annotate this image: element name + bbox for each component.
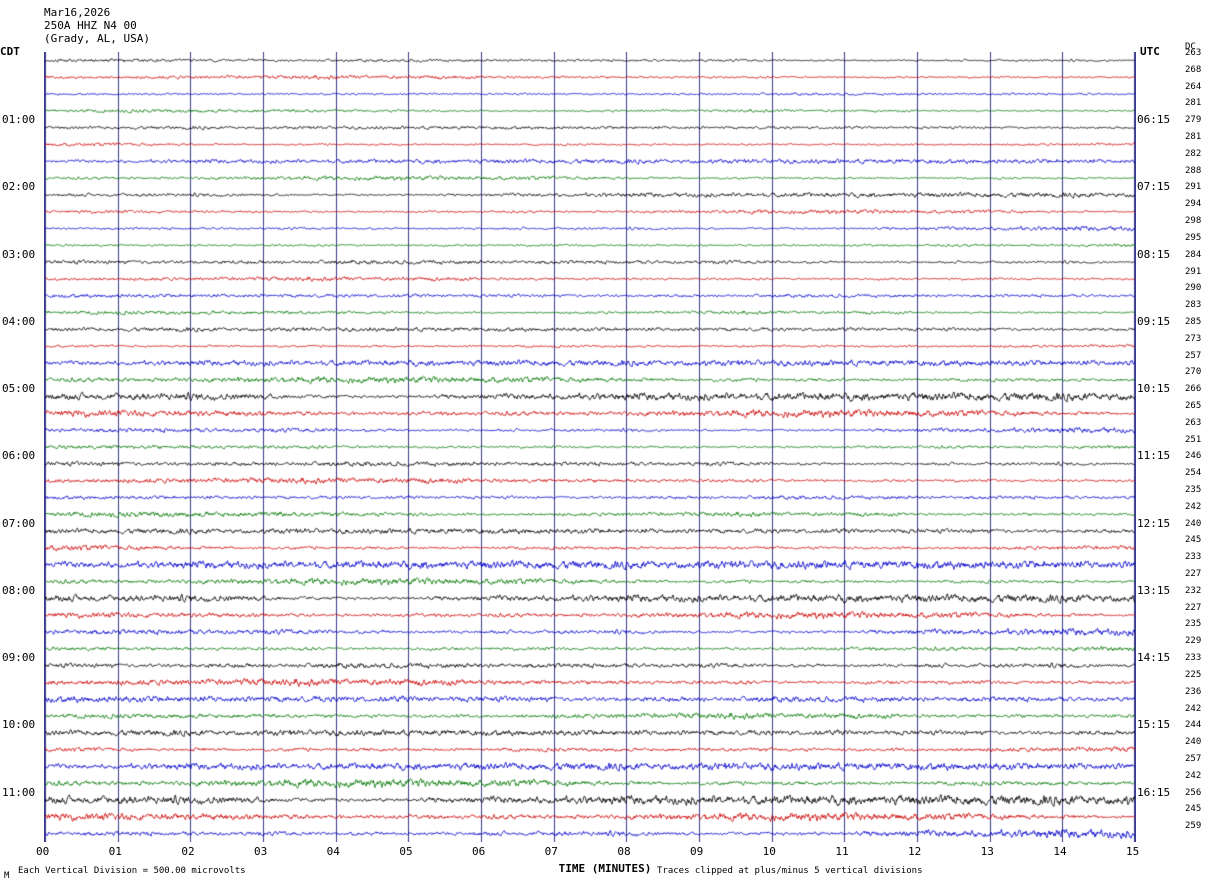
left-time-label: 09:00 xyxy=(2,651,36,665)
right-time-label: 10:15 xyxy=(1137,382,1171,396)
right-time-label: 12:15 xyxy=(1137,516,1171,530)
x-tick-label: 12 xyxy=(908,845,922,858)
left-time-label: 04:00 xyxy=(2,314,36,328)
dc-value: 291 xyxy=(1185,266,1202,277)
right-time-label: 07:15 xyxy=(1137,180,1171,194)
dc-value: 257 xyxy=(1185,350,1202,361)
clip-note: Traces clipped at plus/minus 5 vertical … xyxy=(657,866,923,876)
seismogram-plot xyxy=(44,52,1136,842)
dc-value: 246 xyxy=(1185,451,1202,462)
dc-value: 227 xyxy=(1185,569,1202,580)
dc-value: 235 xyxy=(1185,485,1202,496)
right-time-label: 13:15 xyxy=(1137,583,1171,597)
dc-value: 225 xyxy=(1185,669,1202,680)
dc-value: 254 xyxy=(1185,468,1202,479)
left-time-label: 03:00 xyxy=(2,247,36,261)
scale-note: Each Vertical Division = 500.00 microvol… xyxy=(18,866,246,876)
header-block: Mar16,2026 250A HHZ N4 00 (Grady, AL, US… xyxy=(44,6,150,45)
header-location: (Grady, AL, USA) xyxy=(44,32,150,45)
right-time-label: 09:15 xyxy=(1137,314,1171,328)
x-tick-label: 08 xyxy=(617,845,631,858)
dc-value: 268 xyxy=(1185,64,1202,75)
right-time-label: 08:15 xyxy=(1137,247,1171,261)
x-tick-label: 01 xyxy=(108,845,122,858)
dc-value: 264 xyxy=(1185,81,1202,92)
left-time-label: 01:00 xyxy=(2,113,36,127)
x-tick-label: 10 xyxy=(762,845,776,858)
dc-value: 273 xyxy=(1185,333,1202,344)
dc-value: 279 xyxy=(1185,115,1202,126)
left-time-label: 11:00 xyxy=(2,785,36,799)
left-time-label: 06:00 xyxy=(2,449,36,463)
x-tick-label: 02 xyxy=(181,845,195,858)
dc-value: 284 xyxy=(1185,249,1202,260)
left-time-label: 10:00 xyxy=(2,718,36,732)
dc-value: 281 xyxy=(1185,98,1202,109)
x-tick-label: 09 xyxy=(690,845,704,858)
dc-value: 263 xyxy=(1185,417,1202,428)
dc-value: 257 xyxy=(1185,753,1202,764)
dc-value: 295 xyxy=(1185,232,1202,243)
x-tick-label: 07 xyxy=(544,845,558,858)
dc-value: 242 xyxy=(1185,703,1202,714)
dc-value: 291 xyxy=(1185,182,1202,193)
dc-value: 282 xyxy=(1185,148,1202,159)
dc-value: 240 xyxy=(1185,518,1202,529)
dc-value: 240 xyxy=(1185,737,1202,748)
right-time-label: 14:15 xyxy=(1137,651,1171,665)
header-date: Mar16,2026 xyxy=(44,6,111,19)
x-tick-label: 05 xyxy=(399,845,413,858)
x-tick-label: 14 xyxy=(1053,845,1067,858)
x-tick-label: 13 xyxy=(980,845,994,858)
dc-value: 251 xyxy=(1185,434,1202,445)
header-station: 250A HHZ N4 00 xyxy=(44,19,137,32)
dc-value: 270 xyxy=(1185,367,1202,378)
dc-value: 266 xyxy=(1185,384,1202,395)
dc-value: 259 xyxy=(1185,821,1202,832)
left-axis-label: CDT xyxy=(0,45,20,58)
x-axis-title: TIME (MINUTES) xyxy=(558,862,652,875)
dc-value: 229 xyxy=(1185,636,1202,647)
x-tick-label: 03 xyxy=(254,845,268,858)
dc-value: 256 xyxy=(1185,787,1202,798)
left-time-label: 07:00 xyxy=(2,516,36,530)
right-time-label: 11:15 xyxy=(1137,449,1171,463)
x-tick-label: 06 xyxy=(472,845,486,858)
left-time-label: 08:00 xyxy=(2,583,36,597)
dc-value: 285 xyxy=(1185,316,1202,327)
dc-value: 233 xyxy=(1185,653,1202,664)
x-tick-label: 00 xyxy=(36,845,50,858)
trace-canvas xyxy=(45,52,1135,842)
dc-value: 283 xyxy=(1185,300,1202,311)
dc-value: 288 xyxy=(1185,165,1202,176)
dc-value: 263 xyxy=(1185,48,1202,58)
right-axis-label: UTC xyxy=(1140,45,1160,58)
x-tick-label: 11 xyxy=(835,845,849,858)
x-tick-label: 15 xyxy=(1126,845,1140,858)
dc-value: 245 xyxy=(1185,535,1202,546)
left-time-label: 02:00 xyxy=(2,180,36,194)
dc-value: 235 xyxy=(1185,619,1202,630)
dc-value: 244 xyxy=(1185,720,1202,731)
dc-value: 290 xyxy=(1185,283,1202,294)
dc-column-label: DC xyxy=(1185,42,1196,52)
dc-value: 298 xyxy=(1185,216,1202,227)
dc-value: 294 xyxy=(1185,199,1202,210)
dc-value: 236 xyxy=(1185,686,1202,697)
x-tick-label: 04 xyxy=(326,845,340,858)
dc-value: 227 xyxy=(1185,602,1202,613)
right-time-label: 15:15 xyxy=(1137,718,1171,732)
dc-value: 242 xyxy=(1185,770,1202,781)
dc-value: 281 xyxy=(1185,132,1202,143)
dc-value: 242 xyxy=(1185,501,1202,512)
dc-value: 245 xyxy=(1185,804,1202,815)
dc-value: 233 xyxy=(1185,552,1202,563)
right-time-label: 06:15 xyxy=(1137,113,1171,127)
right-time-label: 16:15 xyxy=(1137,785,1171,799)
dc-value: 232 xyxy=(1185,585,1202,596)
scale-arrow-icon: M xyxy=(4,871,10,881)
dc-value: 265 xyxy=(1185,400,1202,411)
left-time-label: 05:00 xyxy=(2,382,36,396)
